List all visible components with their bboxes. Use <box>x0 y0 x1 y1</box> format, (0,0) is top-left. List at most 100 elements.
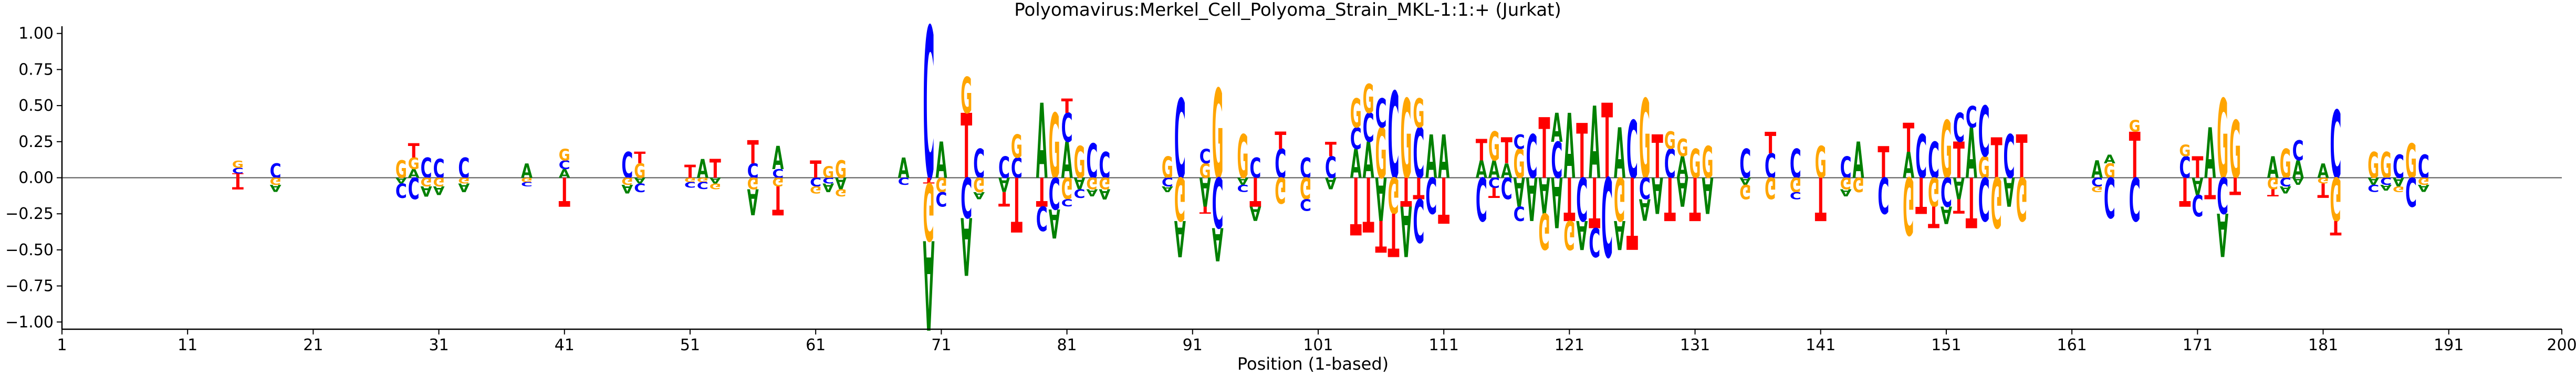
logo-letter-G: G <box>1200 160 1211 183</box>
logo-letter-G: G <box>1363 77 1374 123</box>
svg-text:G: G <box>1790 173 1801 196</box>
svg-text:A: A <box>1526 163 1538 233</box>
svg-text:T: T <box>1400 168 1412 214</box>
svg-text:A: A <box>710 176 721 185</box>
svg-text:C: C <box>973 141 985 187</box>
logo-letter-C: C <box>1488 174 1500 191</box>
svg-text:G: G <box>1639 77 1651 203</box>
svg-text:C: C <box>559 159 570 172</box>
svg-text:G: G <box>684 176 696 183</box>
logo-letter-G: G <box>1488 124 1500 170</box>
svg-text:G: G <box>1539 202 1550 259</box>
svg-text:T: T <box>1991 127 2003 191</box>
logo-letter-G: G <box>270 175 281 187</box>
svg-text:T: T <box>2267 186 2279 198</box>
svg-text:C: C <box>1375 91 1387 137</box>
logo-letter-A: A <box>1086 187 1098 198</box>
svg-text:G: G <box>2418 175 2429 187</box>
svg-text:G: G <box>1049 95 1060 199</box>
svg-text:G: G <box>810 184 821 195</box>
logo-letter-C: C <box>935 187 947 210</box>
logo-letter-A: A <box>1941 201 1953 229</box>
svg-text:T: T <box>2016 123 2027 192</box>
x-tick-label: 161 <box>2057 336 2087 354</box>
logo-letter-G: G <box>1928 168 1939 214</box>
logo-letter-C: C <box>1514 201 1525 224</box>
svg-text:C: C <box>1099 145 1110 186</box>
svg-text:C: C <box>1363 105 1374 151</box>
logo-letter-C: C <box>1928 132 1939 190</box>
logo-letter-T: T <box>1249 168 1261 214</box>
svg-text:T: T <box>684 161 696 182</box>
logo-letter-A: A <box>395 176 407 185</box>
logo-letter-T: T <box>1626 154 1638 269</box>
svg-text:G: G <box>1086 174 1098 192</box>
logo-letter-C: C <box>998 150 1010 185</box>
logo-letter-C: C <box>747 160 759 183</box>
logo-letter-G: G <box>458 175 470 184</box>
x-tick-label: 151 <box>1931 336 1961 354</box>
logo-letter-T: T <box>1953 194 1965 217</box>
svg-text:C: C <box>1300 195 1311 214</box>
logo-letter-G: G <box>2267 174 2279 192</box>
svg-text:A: A <box>2380 183 2392 192</box>
logo-letter-G: G <box>1639 77 1651 203</box>
logo-letter-A: A <box>1400 190 1412 271</box>
svg-text:G: G <box>1237 123 1248 192</box>
logo-letter-G: G <box>747 174 759 192</box>
logo-letter-G: G <box>684 176 696 183</box>
svg-text:C: C <box>1162 175 1173 188</box>
svg-text:A: A <box>1840 187 1852 198</box>
svg-text:C: C <box>1237 183 1248 194</box>
logo-letter-T: T <box>1061 95 1073 118</box>
logo-letter-A: A <box>1853 132 1864 190</box>
logo-letter-G: G <box>1413 91 1424 137</box>
svg-text:A: A <box>1539 165 1550 223</box>
svg-text:C: C <box>2192 188 2203 223</box>
logo-letter-A: A <box>634 176 645 185</box>
logo-letter-C: C <box>1551 132 1562 190</box>
logo-letter-A: A <box>1375 163 1387 233</box>
svg-text:C: C <box>1488 174 1500 191</box>
svg-text:T: T <box>1011 160 1023 247</box>
x-tick-label: 61 <box>806 336 826 354</box>
svg-text:A: A <box>1375 163 1387 233</box>
logo-letter-G: G <box>710 181 721 190</box>
svg-text:C: C <box>684 180 696 190</box>
svg-text:A: A <box>2368 175 2379 187</box>
svg-text:G: G <box>772 175 784 188</box>
logo-letter-T: T <box>710 153 722 184</box>
svg-text:C: C <box>1526 122 1538 192</box>
logo-letter-T: T <box>634 149 646 167</box>
svg-text:G: G <box>2280 141 2291 187</box>
svg-text:A: A <box>1614 211 1625 257</box>
svg-text:C: C <box>1501 171 1513 205</box>
svg-text:C: C <box>421 153 432 185</box>
logo-letter-G: G <box>395 155 407 184</box>
logo-letter-A: A <box>961 199 972 291</box>
logo-letter-A: A <box>2204 113 2216 194</box>
logo-letter-G: G <box>1275 169 1286 210</box>
logo-letter-T: T <box>684 161 696 182</box>
svg-text:A: A <box>1249 202 1261 225</box>
logo-letter-A: A <box>1614 211 1625 257</box>
svg-text:C: C <box>1249 153 1261 185</box>
logo-letter-A: A <box>433 183 445 197</box>
logo-letter-G: G <box>1790 173 1801 196</box>
logo-letter-C: C <box>1790 141 1801 187</box>
svg-text:C: C <box>1086 133 1098 189</box>
logo-letter-T: T <box>1576 109 1588 196</box>
svg-text:G: G <box>1689 141 1701 187</box>
logo-letter-A: A <box>697 154 708 184</box>
logo-letter-T: T <box>2318 179 2329 202</box>
logo-letter-G: G <box>1815 138 1827 188</box>
x-tick-label: 81 <box>1057 336 1077 354</box>
svg-text:T: T <box>1765 125 1776 160</box>
svg-text:T: T <box>1036 168 1048 214</box>
svg-text:A: A <box>2418 183 2429 194</box>
svg-text:C: C <box>2004 122 2015 192</box>
logo-letter-A: A <box>835 174 847 192</box>
svg-text:C: C <box>1639 171 1651 205</box>
logo-letter-C: C <box>772 167 784 181</box>
svg-text:A: A <box>1639 192 1651 227</box>
